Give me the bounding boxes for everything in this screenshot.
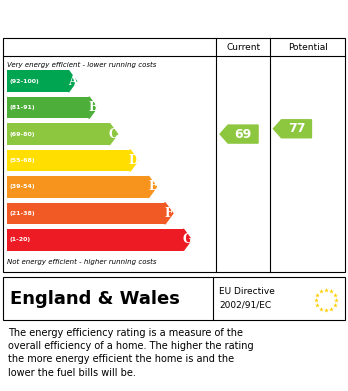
Polygon shape — [183, 229, 191, 251]
Text: 77: 77 — [288, 122, 305, 135]
Text: England & Wales: England & Wales — [10, 290, 180, 308]
Text: EU Directive: EU Directive — [219, 287, 275, 296]
Polygon shape — [220, 125, 258, 143]
Polygon shape — [165, 203, 173, 224]
Text: (55-68): (55-68) — [10, 158, 35, 163]
Text: B: B — [88, 101, 98, 114]
Text: Not energy efficient - higher running costs: Not energy efficient - higher running co… — [7, 259, 157, 265]
Bar — [7, 203, 165, 224]
Text: Current: Current — [226, 43, 260, 52]
Bar — [7, 97, 89, 118]
Polygon shape — [149, 176, 157, 198]
Text: (92-100): (92-100) — [10, 79, 40, 84]
Bar — [7, 150, 130, 171]
Bar — [7, 123, 110, 145]
Text: C: C — [109, 127, 118, 141]
Text: (21-38): (21-38) — [10, 211, 35, 216]
Text: (39-54): (39-54) — [10, 185, 35, 189]
Polygon shape — [89, 97, 97, 118]
Text: D: D — [129, 154, 139, 167]
Bar — [7, 176, 149, 198]
Text: E: E — [148, 180, 157, 194]
Bar — [7, 229, 183, 251]
Text: 69: 69 — [235, 127, 252, 141]
Text: 2002/91/EC: 2002/91/EC — [219, 301, 271, 310]
Polygon shape — [130, 150, 138, 171]
Text: Energy Efficiency Rating: Energy Efficiency Rating — [5, 10, 226, 25]
Text: A: A — [68, 75, 77, 88]
Bar — [7, 70, 69, 92]
Text: G: G — [182, 233, 192, 246]
Text: (1-20): (1-20) — [10, 237, 31, 242]
Text: Potential: Potential — [288, 43, 328, 52]
Text: F: F — [165, 207, 173, 220]
Polygon shape — [274, 120, 311, 138]
Text: Very energy efficient - lower running costs: Very energy efficient - lower running co… — [7, 62, 156, 68]
Polygon shape — [110, 123, 118, 145]
Text: The energy efficiency rating is a measure of the
overall efficiency of a home. T: The energy efficiency rating is a measur… — [8, 328, 254, 378]
Polygon shape — [69, 70, 77, 92]
Text: (81-91): (81-91) — [10, 105, 35, 110]
Text: (69-80): (69-80) — [10, 131, 35, 136]
